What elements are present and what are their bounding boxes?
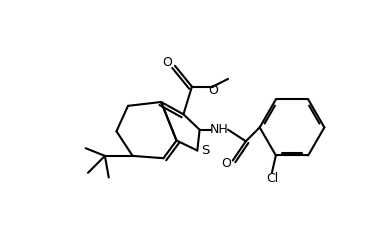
Text: S: S: [201, 144, 209, 157]
Text: O: O: [222, 157, 232, 170]
Text: NH: NH: [210, 123, 228, 136]
Text: Cl: Cl: [266, 172, 278, 185]
Text: O: O: [162, 56, 172, 69]
Text: O: O: [208, 84, 218, 97]
